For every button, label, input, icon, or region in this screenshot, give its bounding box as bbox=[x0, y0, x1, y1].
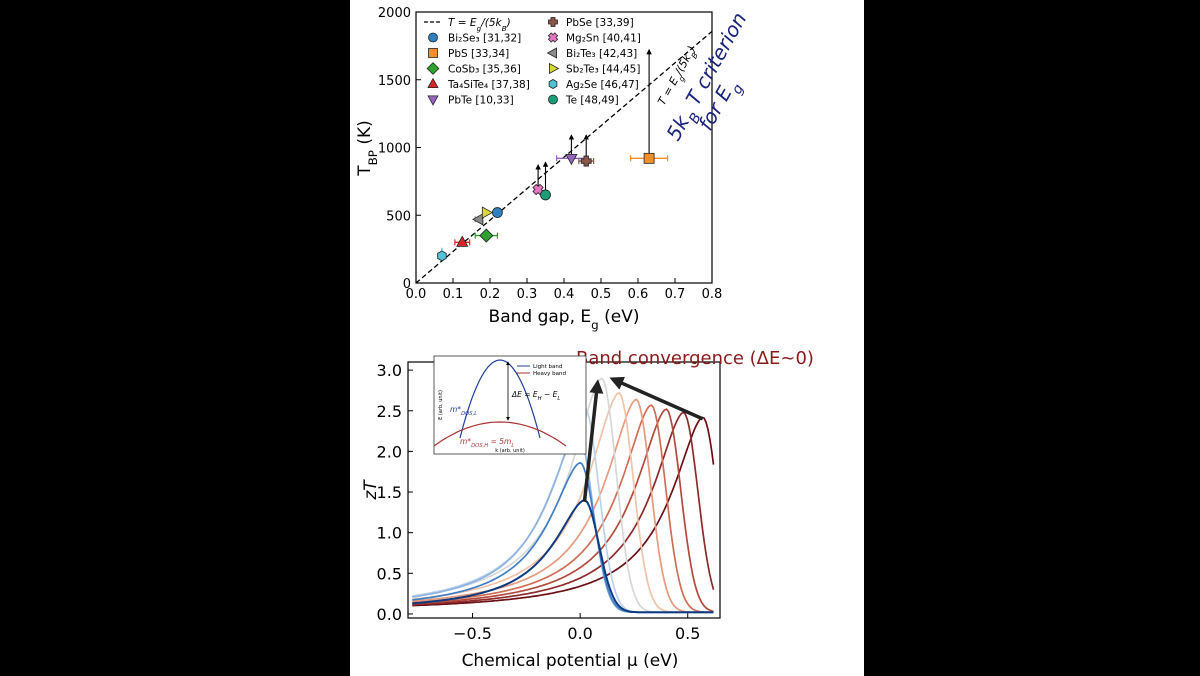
data-point-1 bbox=[643, 152, 655, 164]
figure-panel: 0.0 0.1 0.2 0.3 0.4 0.5 0.6 0.7 0.8 0 500 1000 1500 2… bbox=[350, 0, 864, 676]
zt-line-chart: −0.5 0.0 0.5 0.0 0.5 1.0 1.5 2.0 2.5 3.0 Band con… bbox=[361, 348, 814, 671]
legend-label-3: Ta₄SiTe₄ [37,38] bbox=[447, 79, 530, 91]
y-tick-label: 2000 bbox=[378, 6, 411, 21]
zt-curve-6 bbox=[412, 398, 714, 614]
legend-marker-0 bbox=[428, 32, 438, 43]
band-convergence-title: Band convergence (ΔE~0) bbox=[576, 348, 814, 369]
bottom-y-axis-label: zT bbox=[361, 479, 381, 501]
inset-frame bbox=[433, 355, 587, 455]
data-point-9 bbox=[437, 250, 447, 262]
bottom-y-tick-label: 2.0 bbox=[377, 442, 402, 461]
legend-label-4: PbTe [10,33] bbox=[448, 95, 514, 107]
x-tick-label: 0.3 bbox=[517, 287, 538, 302]
criterion-dashed-line bbox=[415, 30, 713, 284]
x-tick-label: 0.7 bbox=[665, 287, 686, 302]
data-point-2 bbox=[479, 228, 494, 243]
data-point-10 bbox=[540, 189, 551, 201]
zt-curve-10 bbox=[412, 416, 715, 607]
bottom-x-tick-label: −0.5 bbox=[453, 624, 492, 643]
inset-heavy-mass-label: m*DOS,H = 5mL bbox=[460, 437, 514, 449]
zt-curve-0 bbox=[412, 499, 714, 614]
x-tick-label: 0.8 bbox=[702, 287, 723, 302]
legend-label-6: Mg₂Sn [40,41] bbox=[566, 33, 641, 45]
zt-curve-8 bbox=[412, 408, 714, 613]
legend-label-7: Bi₂Te₃ [42,43] bbox=[566, 48, 637, 60]
legend-marker-7 bbox=[546, 47, 558, 59]
legend-marker-10 bbox=[548, 94, 558, 105]
inset-delta-e-equation: ΔE = EH − EL bbox=[511, 390, 560, 402]
legend-label-0: Bi₂Se₃ [31,32] bbox=[448, 33, 521, 45]
legend-marker-6 bbox=[547, 32, 559, 43]
data-point-4 bbox=[565, 153, 578, 166]
legend-line-label: T = Eg/(5kB) bbox=[448, 17, 511, 33]
top-y-axis-label: TBP (K) bbox=[355, 120, 380, 177]
data-point-0 bbox=[491, 207, 503, 218]
y-tick-label: 500 bbox=[386, 209, 411, 224]
legend-label-5: PbSe [33,39] bbox=[566, 17, 634, 29]
x-tick-label: 0.0 bbox=[406, 287, 427, 302]
legend-label-10: Te [48,49] bbox=[565, 95, 619, 107]
inset-legend-light-label: Light band bbox=[533, 364, 562, 370]
x-tick-label: 0.4 bbox=[554, 287, 575, 302]
x-tick-label: 0.1 bbox=[443, 287, 464, 302]
data-point-7 bbox=[472, 213, 484, 226]
bottom-y-tick-label: 1.0 bbox=[377, 524, 402, 543]
bottom-y-tick-label: 0.0 bbox=[377, 605, 402, 624]
inset-y-axis-label: E (arb. unit) bbox=[438, 390, 444, 420]
y-tick-label: 0 bbox=[403, 277, 411, 292]
x-tick-label: 0.6 bbox=[628, 287, 649, 302]
legend-marker-9 bbox=[548, 79, 558, 89]
legend-marker-6-shape bbox=[547, 32, 559, 43]
inset-light-mass-label: m*DOS,L bbox=[450, 405, 477, 417]
data-point-3 bbox=[456, 235, 469, 247]
bottom-y-tick-label: 3.0 bbox=[377, 361, 402, 380]
band-gap-scatter-chart: 0.0 0.1 0.2 0.3 0.4 0.5 0.6 0.7 0.8 0 500 1000 1500 2… bbox=[355, 6, 751, 332]
bottom-y-tick-label: 2.5 bbox=[377, 402, 402, 421]
y-tick-label: 1000 bbox=[378, 142, 411, 157]
zt-curve-1 bbox=[412, 461, 714, 614]
bottom-x-tick-label: 0.5 bbox=[675, 624, 700, 643]
x-tick-label: 0.5 bbox=[591, 287, 612, 302]
legend-marker-5 bbox=[548, 17, 558, 27]
y-tick-label: 1500 bbox=[378, 74, 411, 89]
inset-legend-heavy-label: Heavy band bbox=[533, 371, 566, 377]
top-x-axis-label: Band gap, Eg (eV) bbox=[489, 307, 640, 332]
data-point-6-shape bbox=[532, 183, 544, 196]
convergence-arrow bbox=[609, 376, 704, 421]
legend-label-8: Sb₂Te₃ [44,45] bbox=[566, 64, 640, 76]
inset-x-axis-label: k (arb. unit) bbox=[495, 448, 525, 454]
figure-svg: 0.0 0.1 0.2 0.3 0.4 0.5 0.6 0.7 0.8 0 500 1000 1500 2… bbox=[355, 6, 814, 671]
data-point-6 bbox=[532, 183, 544, 196]
legend-marker-8 bbox=[548, 62, 560, 75]
heavy-band-curve bbox=[433, 421, 567, 447]
bottom-x-tick-label: 0.0 bbox=[567, 624, 592, 643]
bottom-x-axis-label: Chemical potential μ (eV) bbox=[462, 651, 679, 671]
legend-marker-4 bbox=[427, 95, 439, 106]
legend-label-2: CoSb₃ [35,36] bbox=[448, 64, 521, 76]
light-band-curve bbox=[459, 359, 541, 439]
data-point-5 bbox=[580, 155, 592, 167]
legend-marker-3 bbox=[427, 77, 439, 88]
legend-marker-1 bbox=[428, 48, 438, 58]
legend-label-9: Ag₂Se [46,47] bbox=[566, 79, 639, 91]
data-point-8 bbox=[481, 206, 494, 219]
bottom-y-tick-label: 1.5 bbox=[377, 483, 402, 502]
legend-marker-2 bbox=[426, 62, 440, 75]
bottom-y-tick-label: 0.5 bbox=[377, 564, 402, 583]
peak-shift-arrow bbox=[582, 379, 604, 502]
x-tick-label: 0.2 bbox=[480, 287, 501, 302]
zt-curve-9 bbox=[412, 411, 715, 606]
legend-label-1: PbS [33,34] bbox=[448, 48, 509, 60]
